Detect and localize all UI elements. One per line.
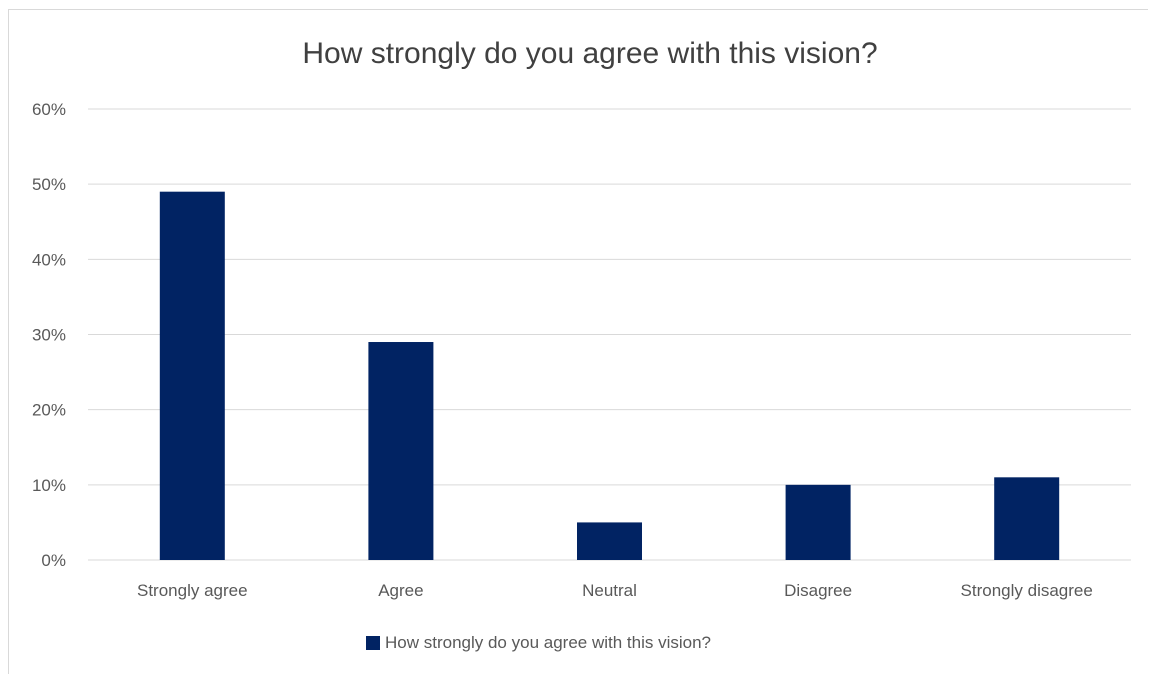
y-tick-label: 0% xyxy=(41,551,66,570)
bar xyxy=(368,342,434,560)
legend-label: How strongly do you agree with this visi… xyxy=(385,633,711,652)
bar xyxy=(577,522,642,560)
y-tick-label: 50% xyxy=(32,175,66,194)
chart-title: How strongly do you agree with this visi… xyxy=(302,37,878,70)
bar xyxy=(159,191,225,560)
y-tick-label: 60% xyxy=(32,100,66,119)
y-tick-label: 40% xyxy=(32,250,66,269)
x-tick-label: Neutral xyxy=(582,581,637,600)
x-tick-label: Strongly disagree xyxy=(961,581,1093,600)
x-tick-label: Agree xyxy=(378,581,423,600)
legend-swatch xyxy=(366,636,380,650)
legend: How strongly do you agree with this visi… xyxy=(366,633,711,653)
x-tick-label: Disagree xyxy=(784,581,852,600)
y-tick-label: 20% xyxy=(32,401,66,420)
bar xyxy=(785,484,851,560)
bar xyxy=(994,477,1060,560)
y-tick-label: 10% xyxy=(32,476,66,495)
chart-frame xyxy=(8,9,1148,674)
y-tick-label: 30% xyxy=(32,326,66,345)
x-tick-label: Strongly agree xyxy=(137,581,248,600)
